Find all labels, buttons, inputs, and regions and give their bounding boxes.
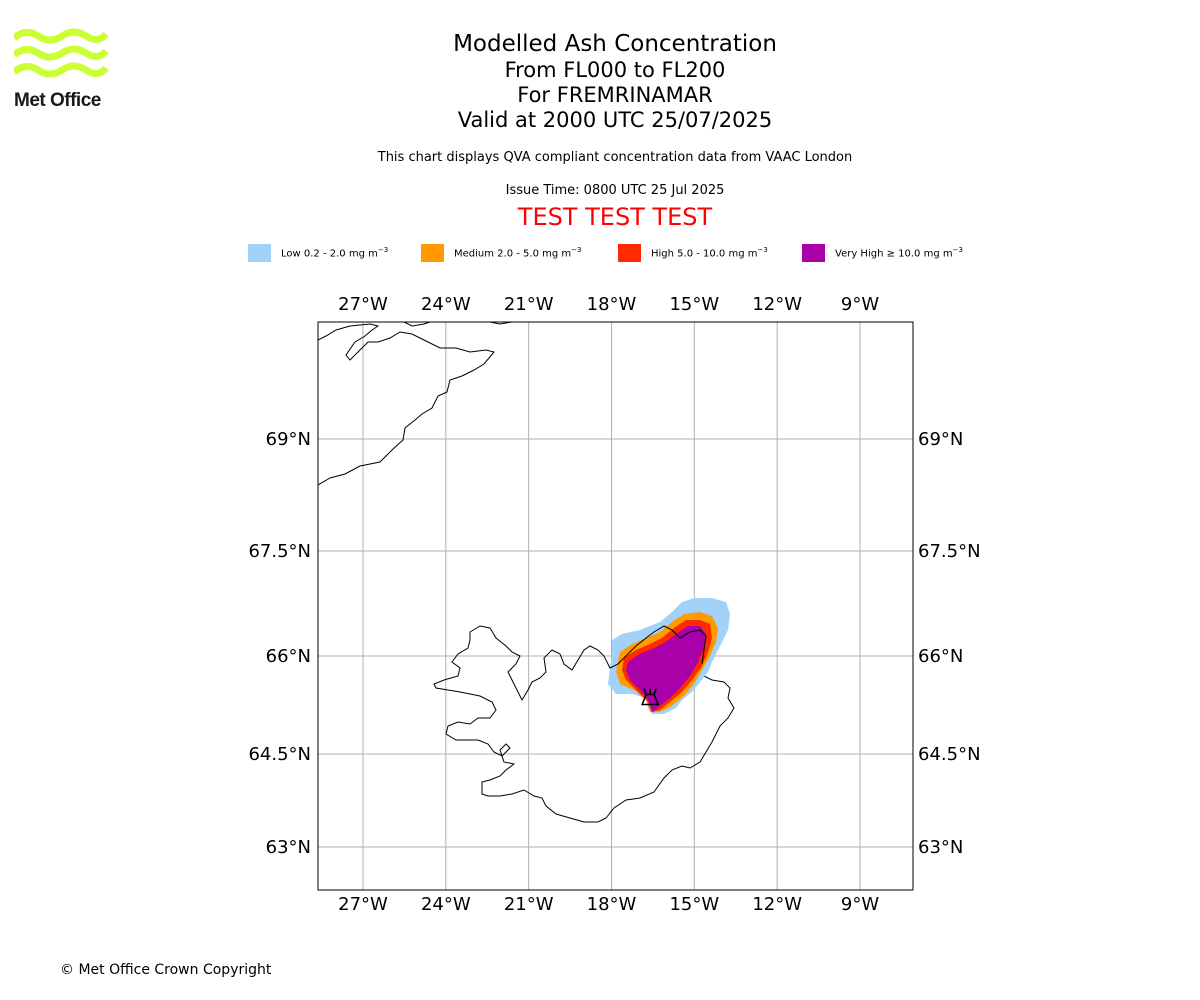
lon-tick-label-bottom: 18°W — [587, 894, 637, 915]
lon-tick-label-bottom: 27°W — [338, 894, 388, 915]
map-grid — [318, 322, 913, 890]
copyright-text: © Met Office Crown Copyright — [60, 962, 272, 978]
ash-map[interactable]: 27°W 27°W 24°W 24°W 21°W 21°W 18°W 18°W 15°W 15°W… — [0, 280, 1200, 920]
lat-tick-label-right: 64.5°N — [918, 744, 981, 765]
lon-tick-label-bottom: 12°W — [752, 894, 802, 915]
greenland-coastline-north — [403, 322, 513, 327]
issue-time: Issue Time: 0800 UTC 25 Jul 2025 — [505, 183, 725, 198]
lon-tick-label-top: 27°W — [338, 294, 388, 315]
iceland-coastline-overlay — [609, 625, 707, 669]
legend-item-low: Low 0.2 - 2.0 mg m−3 — [248, 243, 388, 263]
logo-wordmark: Met Office — [14, 90, 101, 111]
met-office-logo: Met Office — [11, 28, 109, 113]
volcano-name: For FREMRINAMAR — [517, 83, 713, 107]
ash-concentration-very-high[interactable] — [626, 626, 706, 712]
lon-tick-label-top: 15°W — [669, 294, 719, 315]
axis-ticks: 27°W 27°W 24°W 24°W 21°W 21°W 18°W 18°W 15°W 15°W… — [248, 294, 980, 915]
lon-tick-label-top: 12°W — [752, 294, 802, 315]
met-office-wave-icon — [11, 28, 109, 78]
legend-label-very-high: Very High ≥ 10.0 mg m — [835, 248, 953, 260]
legend-swatch-very-high — [802, 244, 825, 262]
legend-label-high: High 5.0 - 10.0 mg m — [651, 248, 758, 260]
legend-swatch-high — [618, 244, 641, 262]
iceland-coastline — [433, 625, 735, 823]
lon-tick-label-top: 9°W — [841, 294, 879, 315]
lat-tick-label-left: 63°N — [266, 837, 311, 858]
map-frame — [317, 321, 914, 891]
lat-tick-label-right: 69°N — [918, 429, 963, 450]
lon-tick-label-bottom: 15°W — [669, 894, 719, 915]
lon-tick-label-bottom: 9°W — [841, 894, 879, 915]
legend: Low 0.2 - 2.0 mg m−3 Medium 2.0 - 5.0 mg… — [0, 243, 1200, 265]
lat-tick-label-left: 67.5°N — [248, 541, 311, 562]
flight-level-range: From FL000 to FL200 — [504, 58, 726, 82]
greenland-coastline — [318, 323, 495, 486]
chart-titles: Modelled Ash Concentration From FL000 to… — [315, 30, 915, 231]
chart-title: Modelled Ash Concentration — [453, 31, 777, 57]
legend-label-medium: Medium 2.0 - 5.0 mg m — [454, 248, 572, 260]
legend-swatch-low — [248, 244, 271, 262]
legend-label-low: Low 0.2 - 2.0 mg m — [281, 248, 378, 260]
lon-tick-label-bottom: 21°W — [504, 894, 554, 915]
volcano-icon[interactable] — [640, 688, 660, 706]
lon-tick-label-bottom: 24°W — [421, 894, 471, 915]
qva-note: This chart displays QVA compliant concen… — [377, 150, 853, 165]
lon-tick-label-top: 24°W — [421, 294, 471, 315]
legend-item-very-high: Very High ≥ 10.0 mg m−3 — [802, 243, 963, 263]
lat-tick-label-right: 66°N — [918, 646, 963, 667]
lat-tick-label-right: 67.5°N — [918, 541, 981, 562]
lon-tick-label-top: 21°W — [504, 294, 554, 315]
lon-tick-label-top: 18°W — [587, 294, 637, 315]
legend-item-medium: Medium 2.0 - 5.0 mg m−3 — [421, 243, 581, 263]
lat-tick-label-left: 69°N — [266, 429, 311, 450]
test-banner: TEST TEST TEST — [517, 203, 713, 231]
legend-item-high: High 5.0 - 10.0 mg m−3 — [618, 243, 768, 263]
legend-swatch-medium — [421, 244, 444, 262]
lat-tick-label-left: 64.5°N — [248, 744, 311, 765]
valid-time: Valid at 2000 UTC 25/07/2025 — [457, 108, 773, 132]
lat-tick-label-right: 63°N — [918, 837, 963, 858]
lat-tick-label-left: 66°N — [266, 646, 311, 667]
